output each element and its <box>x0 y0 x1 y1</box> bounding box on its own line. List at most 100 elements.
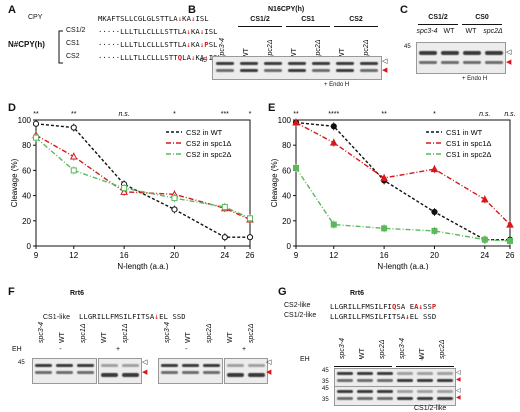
panel-a-label: A <box>8 4 16 16</box>
x-tick-label: 9 <box>294 251 299 260</box>
x-tick-label: 16 <box>380 251 389 260</box>
eh-plus: + <box>116 346 121 353</box>
data-point <box>507 237 513 244</box>
band-lower <box>417 397 433 400</box>
y-tick-label: 80 <box>22 141 31 150</box>
arrow-red: ◀ <box>266 369 272 376</box>
band-lower <box>264 69 282 72</box>
series-line <box>295 121 511 226</box>
blot-f-right-membrane <box>158 358 223 384</box>
blot-f-left-endoh <box>98 358 142 384</box>
lane-label: WT <box>101 332 108 343</box>
band-lower <box>101 373 118 377</box>
band-lower <box>360 69 378 72</box>
band-upper <box>417 390 433 393</box>
lane-group-label: CS1 <box>301 16 315 23</box>
data-point <box>480 195 489 203</box>
band-lower <box>397 379 413 382</box>
lane-label: WT <box>59 332 66 343</box>
panel-c-label: C <box>400 4 408 16</box>
band-upper <box>441 51 459 55</box>
panel-f-label: F <box>8 286 15 298</box>
lane-group-label: CS1/2 <box>250 16 270 23</box>
band-upper <box>35 364 52 367</box>
lane-label: spc2Δ <box>206 323 213 343</box>
y-tick-label: 20 <box>282 217 291 226</box>
data-point <box>381 225 388 232</box>
band-lower <box>240 69 258 72</box>
seq-name: CS2-like <box>284 302 311 309</box>
band-lower <box>216 69 234 72</box>
band-lower <box>35 371 52 374</box>
significance-mark: ** <box>33 111 39 118</box>
significance-mark: ** <box>71 111 77 118</box>
blot-g-cs2 <box>334 368 456 388</box>
x-tick-label: 26 <box>506 251 515 260</box>
plot-frame <box>295 119 511 247</box>
plot-frame <box>35 119 251 247</box>
band-lower <box>288 69 306 72</box>
panel-d-label: D <box>8 102 16 114</box>
band-upper <box>463 51 481 55</box>
data-point <box>247 215 253 222</box>
arrow-open: ◁ <box>506 49 512 56</box>
arrow-red: ◀ <box>456 377 461 383</box>
seq-line: ·····LLLTLLCLLLSTTLA↓KA↓ISL <box>98 27 218 36</box>
arrow-red: ◀ <box>142 369 148 376</box>
band-upper <box>101 364 118 367</box>
data-point <box>431 227 438 234</box>
band-upper <box>216 62 234 65</box>
band-upper <box>264 62 282 65</box>
x-tick-label: 9 <box>34 251 39 260</box>
band-lower <box>357 379 373 382</box>
lane-label: spc3-4 <box>164 321 171 343</box>
arrow-red: ◀ <box>382 67 388 74</box>
band-lower <box>357 397 373 400</box>
marker-45: 45 <box>18 360 25 366</box>
arrow-red: ◀ <box>456 395 461 401</box>
series-line <box>35 134 251 221</box>
lane-group-line <box>286 26 330 27</box>
blot-f-left-membrane <box>32 358 97 384</box>
lane-label: WT <box>185 332 192 343</box>
band-lower <box>463 61 481 64</box>
band-upper <box>397 372 413 375</box>
band-upper <box>377 390 393 393</box>
data-point <box>69 152 78 160</box>
significance-mark: n.s. <box>479 111 490 118</box>
seq-name: CS1/2 <box>66 27 86 34</box>
data-point <box>330 123 337 130</box>
lane-label: spc3-4 <box>339 337 346 359</box>
band-upper <box>337 390 353 393</box>
lane-group-line <box>334 26 378 27</box>
band-upper <box>337 372 353 375</box>
band-lower <box>377 379 393 382</box>
band-upper <box>182 364 199 367</box>
significance-mark: ** <box>381 111 387 118</box>
data-point <box>430 165 439 173</box>
data-point <box>70 124 77 131</box>
marker-45: 45 <box>200 58 207 64</box>
y-axis-label: Cleavage (%) <box>270 158 279 207</box>
band-lower <box>419 61 437 64</box>
lane-label: spc3-4 <box>38 321 45 343</box>
band-upper <box>122 364 139 367</box>
band-lower <box>441 61 459 64</box>
x-tick-label: 12 <box>69 251 78 260</box>
band-lower <box>485 61 503 64</box>
significance-mark: n.s. <box>504 111 515 118</box>
band-upper <box>357 372 373 375</box>
seq-name: CS1 <box>66 40 80 47</box>
data-point <box>330 221 337 228</box>
blot-label: CS1/2-like <box>414 405 447 412</box>
treatment-label: + Endo H <box>462 76 488 82</box>
y-tick-label: 100 <box>18 116 32 125</box>
band-lower <box>227 373 244 377</box>
panel-e-label: E <box>268 102 276 114</box>
seq-name: CPY <box>28 14 43 21</box>
eh-plus: + <box>242 346 247 353</box>
blot-g-cs12 <box>334 386 456 406</box>
band-upper <box>397 390 413 393</box>
y-tick-label: 0 <box>287 242 292 251</box>
significance-mark: * <box>249 111 252 118</box>
